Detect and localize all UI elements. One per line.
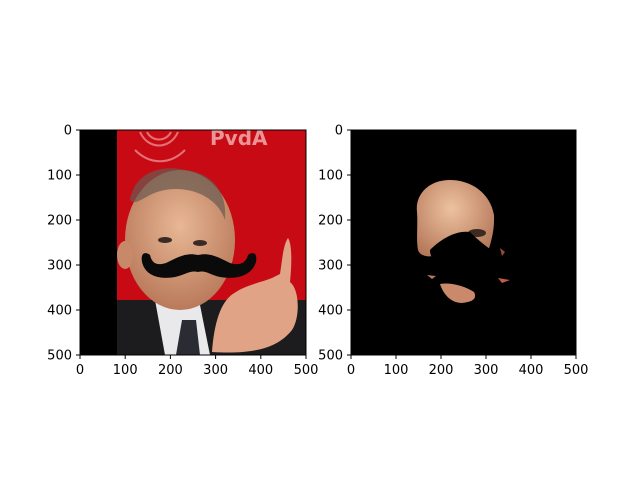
right-ytick-label: 400 [318,304,343,319]
eye-right [193,240,207,246]
right-ytick-label: 0 [335,124,343,139]
right-xtick-label: 0 [347,363,355,378]
left-ytick-label: 400 [47,304,72,319]
left-ytick-label: 0 [64,124,72,139]
eye-left [158,237,172,243]
skin-fragment-3 [500,248,505,256]
left-xtick-label: 400 [248,363,273,378]
logo-letters: PvdA [210,126,268,150]
left-ytick-label: 500 [47,349,72,364]
hair [130,168,226,220]
left-ytick-label: 100 [47,169,72,184]
ear [117,241,133,269]
right-xtick-label: 400 [519,363,544,378]
left-photo-image: PvdA [80,126,306,355]
left-ytick-label: 300 [47,259,72,274]
raised-hand [212,238,298,353]
axes-layer: 0 100 200 300 400 500 0 100 200 300 400 500 0 100 200 3… [47,124,588,379]
right-xtick-label: 100 [384,363,409,378]
right-mask-image [351,130,576,355]
left-ytick-label: 200 [47,214,72,229]
right-ytick-label: 500 [318,349,343,364]
tie [176,320,200,355]
right-ytick-label: 100 [318,169,343,184]
left-axes-frame [79,129,307,356]
left-xtick-label: 500 [294,363,319,378]
left-xtick-label: 300 [203,363,228,378]
mustache-overlay [141,253,257,278]
right-xtick-label: 500 [564,363,589,378]
logo-rose-icon [134,131,186,163]
skin-fragment-2 [498,278,510,283]
skin-region-chin [440,283,476,303]
right-xtick-label: 300 [474,363,499,378]
skin-fragment-1 [427,275,436,279]
right-ytick-label: 300 [318,259,343,274]
left-xtick-label: 100 [113,363,138,378]
black-padding [80,130,117,355]
right-axes-frame [350,129,577,356]
mustache-hole [430,231,505,270]
left-xtick-label: 0 [76,363,84,378]
left-xtick-label: 200 [158,363,183,378]
right-xtick-label: 200 [429,363,454,378]
right-ytick-label: 200 [318,214,343,229]
